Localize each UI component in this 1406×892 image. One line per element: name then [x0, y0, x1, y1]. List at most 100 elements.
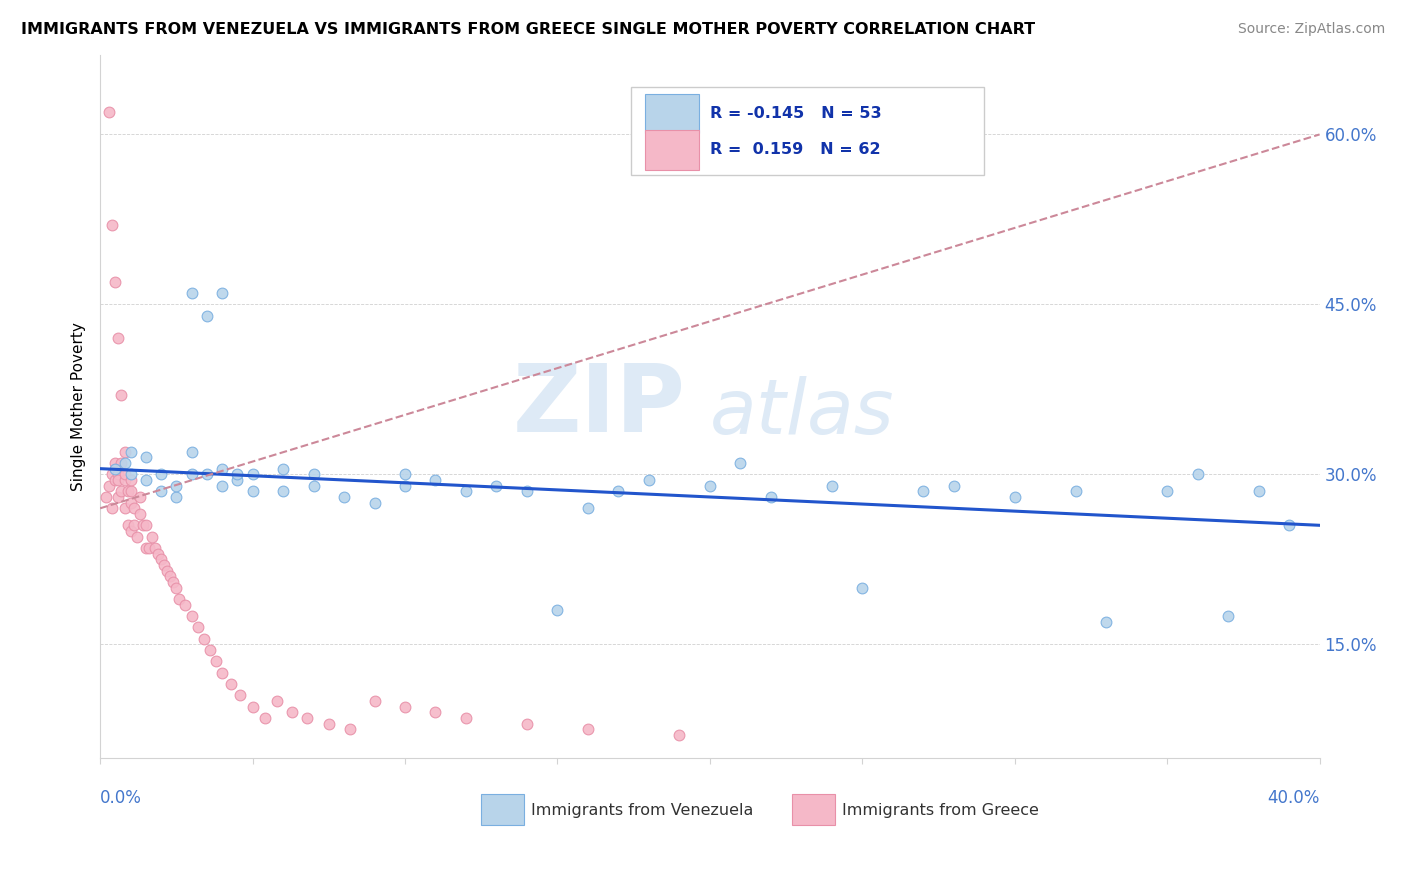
Point: [195, 467, 218, 482]
Point: [114, 473, 136, 487]
Point: [120, 467, 142, 482]
Point: [150, 484, 173, 499]
Point: [211, 461, 233, 475]
Point: [638, 473, 661, 487]
Point: [821, 478, 844, 492]
Point: [143, 541, 166, 555]
Point: [576, 501, 599, 516]
Point: [114, 467, 136, 482]
Point: [159, 569, 181, 583]
Point: [114, 444, 136, 458]
Point: [253, 711, 276, 725]
FancyBboxPatch shape: [481, 794, 524, 825]
Point: [101, 218, 124, 232]
Point: [394, 699, 416, 714]
Point: [211, 286, 233, 301]
Point: [759, 490, 782, 504]
Point: [114, 456, 136, 470]
Point: [150, 467, 173, 482]
Point: [242, 467, 264, 482]
Point: [242, 699, 264, 714]
Point: [169, 591, 191, 606]
Point: [141, 530, 163, 544]
Point: [211, 478, 233, 492]
Point: [297, 711, 319, 725]
Point: [576, 723, 599, 737]
Point: [546, 603, 568, 617]
Point: [122, 518, 145, 533]
Point: [195, 309, 218, 323]
Point: [165, 490, 187, 504]
Point: [219, 677, 242, 691]
Point: [1004, 490, 1026, 504]
Text: R =  0.159   N = 62: R = 0.159 N = 62: [710, 143, 880, 158]
Point: [942, 478, 965, 492]
Point: [135, 541, 157, 555]
Point: [117, 484, 139, 499]
Point: [271, 484, 294, 499]
Point: [1278, 518, 1301, 533]
Point: [668, 728, 690, 742]
Point: [454, 711, 477, 725]
Point: [174, 598, 197, 612]
Point: [110, 388, 132, 402]
Point: [107, 331, 129, 345]
FancyBboxPatch shape: [630, 87, 984, 175]
Point: [454, 484, 477, 499]
Point: [730, 456, 752, 470]
Point: [107, 490, 129, 504]
Point: [180, 609, 202, 624]
Text: 40.0%: 40.0%: [1267, 789, 1320, 807]
Point: [110, 456, 132, 470]
Point: [363, 495, 385, 509]
Text: Source: ZipAtlas.com: Source: ZipAtlas.com: [1237, 22, 1385, 37]
Point: [107, 467, 129, 482]
Point: [302, 467, 325, 482]
Point: [318, 716, 340, 731]
Point: [150, 552, 173, 566]
Point: [198, 643, 221, 657]
Text: atlas: atlas: [710, 376, 894, 450]
Point: [516, 484, 538, 499]
Point: [205, 654, 228, 668]
Text: Immigrants from Venezuela: Immigrants from Venezuela: [530, 803, 754, 818]
Point: [229, 688, 252, 702]
Point: [98, 478, 121, 492]
Point: [699, 478, 721, 492]
Point: [425, 705, 447, 719]
Point: [135, 450, 157, 465]
Point: [120, 473, 142, 487]
Point: [242, 484, 264, 499]
Point: [180, 444, 202, 458]
Point: [98, 104, 121, 119]
Point: [180, 467, 202, 482]
Point: [394, 478, 416, 492]
Point: [1187, 467, 1209, 482]
Point: [187, 620, 209, 634]
Point: [180, 286, 202, 301]
Point: [120, 524, 142, 538]
Point: [1247, 484, 1270, 499]
Point: [394, 467, 416, 482]
Point: [104, 473, 127, 487]
Point: [135, 473, 157, 487]
Point: [363, 694, 385, 708]
Point: [104, 461, 127, 475]
Point: [135, 518, 157, 533]
Point: [226, 467, 249, 482]
Point: [156, 564, 179, 578]
Point: [96, 490, 118, 504]
Point: [165, 478, 187, 492]
Point: [114, 501, 136, 516]
Point: [153, 558, 176, 572]
Point: [132, 518, 155, 533]
Text: ZIP: ZIP: [513, 360, 686, 452]
Point: [120, 444, 142, 458]
Point: [485, 478, 508, 492]
Point: [607, 484, 630, 499]
Text: IMMIGRANTS FROM VENEZUELA VS IMMIGRANTS FROM GREECE SINGLE MOTHER POVERTY CORREL: IMMIGRANTS FROM VENEZUELA VS IMMIGRANTS …: [21, 22, 1035, 37]
Point: [1216, 609, 1239, 624]
Point: [117, 518, 139, 533]
Point: [128, 490, 150, 504]
Point: [226, 473, 249, 487]
